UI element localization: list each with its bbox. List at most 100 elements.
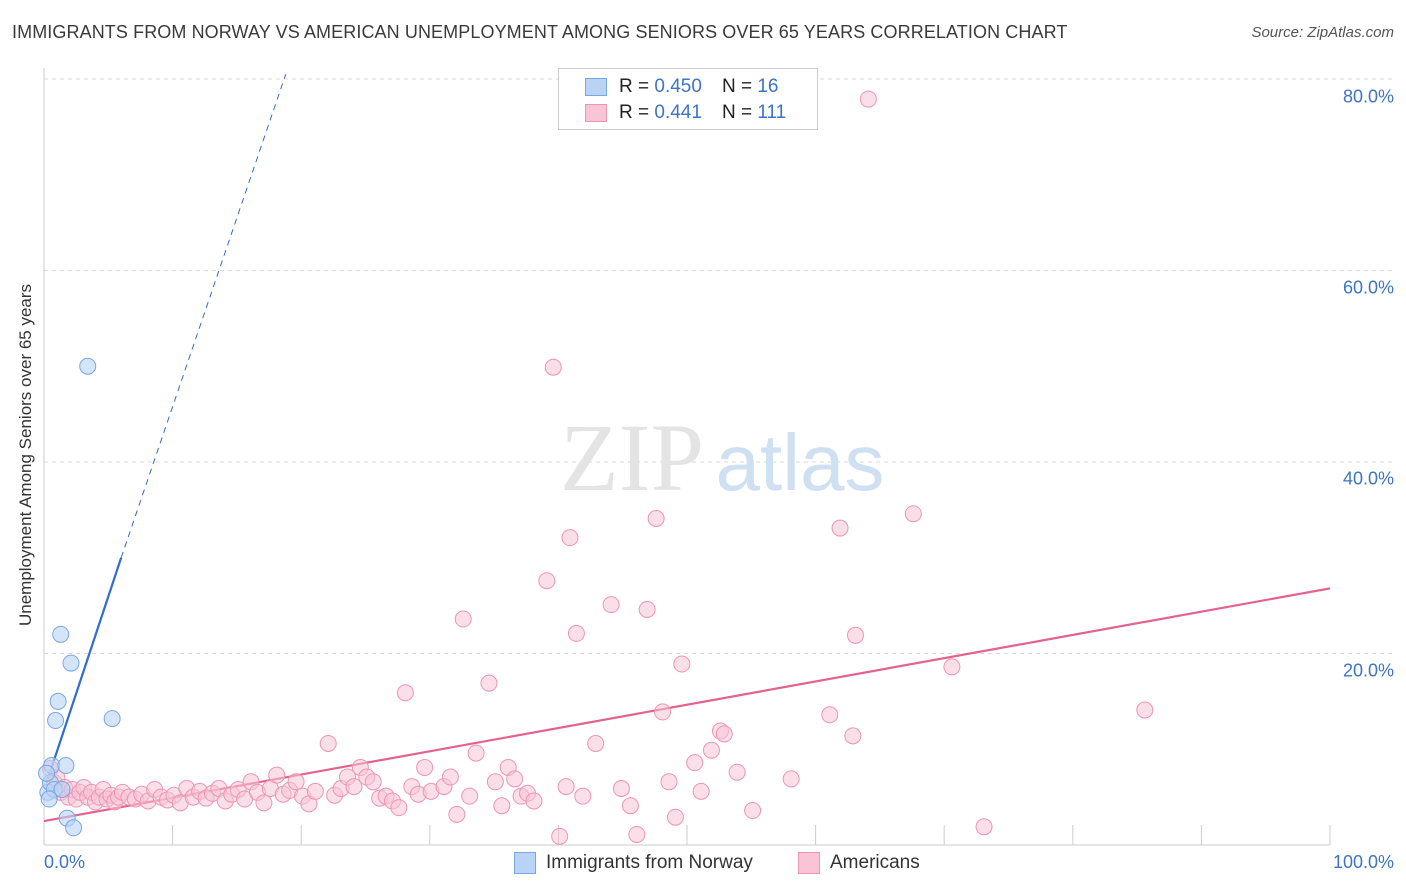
stats-legend: R = 0.450 N = 16 R = 0.441 N = 111 — [558, 68, 818, 130]
source-label: Source: ZipAtlas.com — [1251, 24, 1394, 41]
point-americans — [844, 727, 862, 745]
point-americans — [612, 780, 630, 798]
point-americans — [416, 758, 434, 776]
y-axis-label: Unemployment Among Seniors over 65 years — [16, 283, 35, 627]
point-norway — [47, 712, 65, 730]
y-tick-60: 60.0% — [1342, 277, 1394, 298]
y-tick-20: 20.0% — [1342, 660, 1394, 681]
bottom-legend-norway: Immigrants from Norway — [514, 852, 753, 874]
point-norway — [53, 780, 71, 798]
point-americans — [859, 90, 877, 108]
watermark-zip: ZIP — [560, 404, 704, 511]
point-americans — [744, 802, 762, 820]
trend-line-norway-extended — [120, 74, 287, 558]
point-norway — [49, 692, 67, 710]
legend-r-value: 0.441 — [654, 102, 702, 123]
y-tick-40: 40.0% — [1342, 468, 1394, 489]
point-americans — [506, 770, 524, 788]
point-americans — [538, 572, 556, 590]
bottom-legend-americans: Americans — [798, 852, 920, 874]
point-americans — [268, 766, 286, 784]
point-americans — [692, 782, 710, 800]
point-norway — [52, 625, 70, 643]
point-americans — [493, 797, 511, 815]
point-americans — [782, 770, 800, 788]
point-americans — [1136, 701, 1154, 719]
point-americans — [557, 778, 575, 796]
point-norway — [57, 757, 75, 775]
point-americans — [567, 624, 585, 642]
bottom-legend-label-norway: Immigrants from Norway — [546, 852, 753, 873]
legend-swatch-norway — [585, 78, 607, 96]
point-americans — [364, 773, 382, 791]
bottom-legend-label-americans: Americans — [830, 852, 920, 873]
legend-row-norway: R = 0.450 N = 16 — [585, 75, 778, 99]
bottom-legend-swatch-norway — [514, 852, 536, 874]
point-americans — [480, 674, 498, 692]
point-americans — [544, 358, 562, 376]
bottom-legend-swatch-americans — [798, 852, 820, 874]
point-americans — [647, 509, 665, 527]
point-americans — [551, 827, 569, 845]
point-americans — [821, 706, 839, 724]
point-norway — [65, 819, 83, 837]
point-norway — [79, 357, 97, 375]
point-americans — [686, 754, 704, 772]
legend-swatch-americans — [585, 104, 607, 122]
point-americans — [654, 703, 672, 721]
legend-r-label: R = — [619, 102, 650, 123]
point-americans — [454, 610, 472, 628]
point-americans — [306, 782, 324, 800]
chart-title: IMMIGRANTS FROM NORWAY VS AMERICAN UNEMP… — [12, 22, 1068, 42]
y-tick-80: 80.0% — [1342, 86, 1394, 107]
point-americans — [628, 825, 646, 843]
point-americans — [441, 768, 459, 786]
point-americans — [602, 596, 620, 614]
point-americans — [904, 505, 922, 523]
legend-n-label: N = — [721, 102, 753, 123]
legend-r-value: 0.450 — [654, 76, 702, 97]
point-americans — [561, 529, 579, 547]
point-americans — [461, 787, 479, 805]
point-americans — [255, 794, 273, 812]
point-americans — [525, 792, 543, 810]
point-americans — [728, 763, 746, 781]
point-americans — [715, 725, 733, 743]
point-americans — [574, 787, 592, 805]
point-americans — [638, 600, 656, 618]
point-americans — [396, 684, 414, 702]
point-norway — [62, 654, 80, 672]
data-points — [38, 90, 1154, 845]
point-americans — [287, 773, 305, 791]
x-tick-100: 100.0% — [1332, 852, 1394, 872]
point-americans — [467, 744, 485, 762]
legend-row-americans: R = 0.441 N = 111 — [585, 101, 786, 125]
point-americans — [345, 778, 363, 796]
trend-line-norway — [45, 557, 123, 784]
point-americans — [621, 797, 639, 815]
point-americans — [660, 773, 678, 791]
grid-lines — [44, 78, 1392, 654]
point-americans — [702, 741, 720, 759]
point-americans — [390, 799, 408, 817]
point-americans — [448, 805, 466, 823]
point-americans — [975, 818, 993, 836]
point-americans — [943, 658, 961, 676]
point-norway — [38, 764, 56, 782]
watermark-atlas: atlas — [716, 418, 885, 507]
point-americans — [831, 519, 849, 537]
point-americans — [486, 773, 504, 791]
point-norway — [40, 790, 58, 808]
x-tick-0: 0.0% — [44, 852, 86, 872]
legend-n-label: N = — [721, 76, 753, 97]
point-americans — [846, 626, 864, 644]
point-americans — [666, 808, 684, 826]
legend-r-label: R = — [619, 76, 650, 97]
legend-n-value: 111 — [757, 102, 787, 123]
point-norway — [103, 710, 121, 728]
point-americans — [673, 655, 691, 673]
point-americans — [319, 735, 337, 753]
legend-n-value: 16 — [757, 76, 779, 97]
point-americans — [587, 735, 605, 753]
